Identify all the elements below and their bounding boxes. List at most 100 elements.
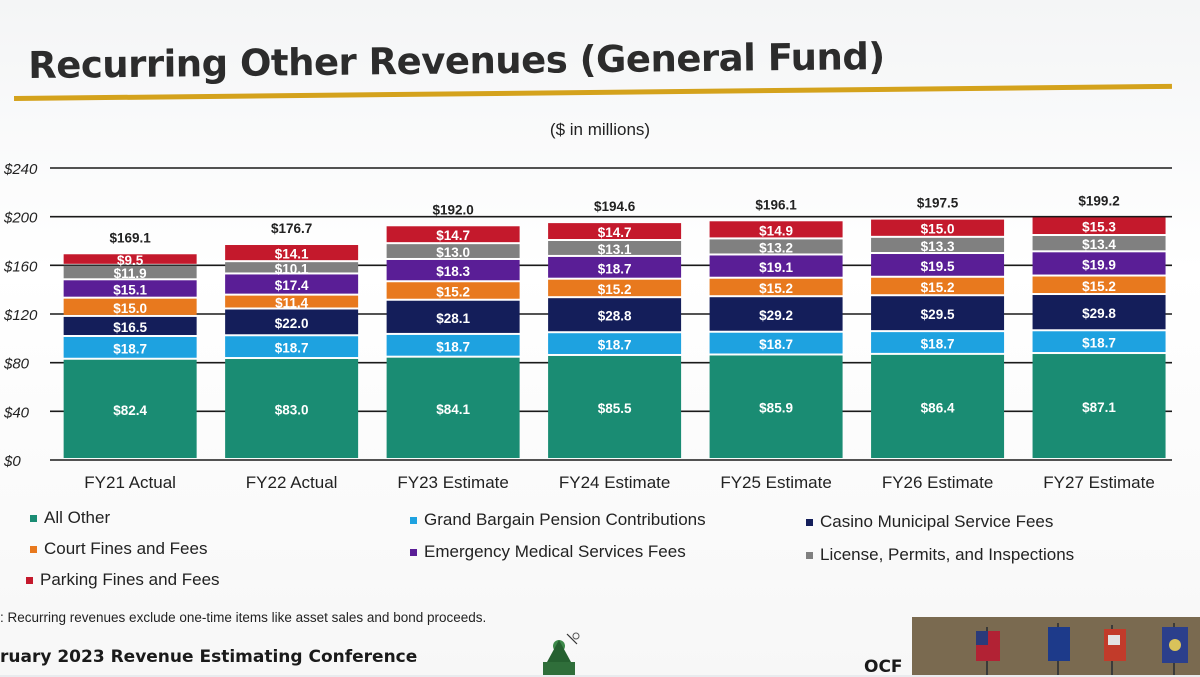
data-label: $13.3 — [921, 239, 955, 254]
data-label: $85.9 — [759, 401, 793, 416]
data-label: $18.7 — [275, 341, 309, 356]
x-tick-label: FY23 Estimate — [397, 473, 509, 492]
data-label: $19.1 — [759, 260, 793, 275]
legend-swatch — [26, 576, 33, 584]
bar-segment — [386, 300, 520, 333]
data-label: $14.7 — [436, 228, 470, 243]
data-label: $82.4 — [113, 403, 147, 418]
y-tick-label: $200 — [3, 210, 38, 227]
data-label: $15.2 — [921, 280, 955, 295]
bar-segment — [709, 278, 843, 296]
bar-segment — [63, 316, 197, 335]
x-tick-label: FY25 Estimate — [720, 473, 832, 492]
data-label: $19.5 — [921, 259, 955, 274]
bar-segment — [225, 274, 359, 294]
data-label: $15.0 — [921, 222, 955, 237]
legend-label: Casino Municipal Service Fees — [820, 512, 1054, 531]
data-label: $18.7 — [598, 261, 632, 276]
bar-segment — [225, 359, 359, 458]
x-tick-label: FY27 Estimate — [1043, 473, 1155, 492]
org-abbrev: OCF — [864, 657, 903, 677]
legend-label: Emergency Medical Services Fees — [424, 542, 686, 561]
data-label: $18.7 — [921, 337, 955, 352]
bar-segment — [548, 223, 682, 239]
data-label: $19.9 — [1082, 257, 1116, 272]
bar-segment — [1032, 354, 1166, 458]
legend-item: Grand Bargain Pension Contributions — [410, 510, 706, 530]
legend-label: All Other — [44, 508, 111, 527]
bar-total-label: $176.7 — [271, 221, 312, 236]
bar-segment — [63, 254, 197, 264]
bar-segment — [386, 226, 520, 243]
bar-segment — [871, 332, 1005, 353]
bar-segment — [225, 295, 359, 308]
bar-segment — [1032, 295, 1166, 330]
data-label: $9.5 — [117, 253, 144, 268]
legend-label: License, Permits, and Inspections — [820, 545, 1075, 564]
video-feed-thumbnail — [912, 617, 1200, 675]
y-tick-label: $80 — [3, 356, 30, 373]
data-label: $13.4 — [1082, 237, 1116, 252]
bar-segment — [709, 239, 843, 254]
data-label: $86.4 — [921, 400, 955, 415]
data-label: $29.5 — [921, 307, 955, 322]
flags-icon — [912, 617, 1200, 675]
legend-label: Court Fines and Fees — [44, 539, 208, 558]
bar-segment — [548, 355, 682, 458]
legend-item: Parking Fines and Fees — [26, 570, 220, 590]
data-label: $18.3 — [436, 264, 470, 279]
bar-segment — [386, 259, 520, 281]
data-label: $22.0 — [275, 316, 309, 331]
bar-segment — [548, 256, 682, 278]
legend-item: All Other — [30, 508, 110, 528]
data-label: $17.4 — [275, 278, 309, 293]
bar-segment — [1032, 236, 1166, 251]
data-label: $29.8 — [1082, 306, 1116, 321]
bar-segment — [63, 265, 197, 279]
x-tick-label: FY24 Estimate — [559, 473, 671, 492]
footnote: : Recurring revenues exclude one-time it… — [0, 610, 487, 625]
bar-segment — [548, 333, 682, 354]
data-label: $13.1 — [598, 242, 632, 257]
bar-segment — [548, 298, 682, 332]
y-tick-label: $40 — [3, 404, 30, 421]
bar-segment — [709, 255, 843, 277]
data-label: $18.7 — [598, 338, 632, 353]
data-label: $15.2 — [436, 284, 470, 299]
bar-segment — [871, 354, 1005, 458]
legend-swatch — [410, 548, 417, 556]
bar-total-label: $199.2 — [1078, 193, 1119, 208]
conference-name: ruary 2023 Revenue Estimating Conference — [0, 647, 418, 667]
bar-segment — [871, 237, 1005, 253]
legend-item: License, Permits, and Inspections — [806, 545, 1074, 565]
data-label: $11.4 — [275, 296, 309, 311]
bar-segment — [871, 296, 1005, 331]
legend-item: Court Fines and Fees — [30, 539, 207, 559]
data-label: $15.1 — [113, 282, 147, 297]
data-label: $85.5 — [598, 401, 632, 416]
y-tick-label: $120 — [3, 307, 38, 324]
data-label: $13.2 — [759, 240, 793, 255]
legend-label: Grand Bargain Pension Contributions — [424, 510, 706, 529]
bar-segment — [63, 336, 197, 358]
data-label: $28.1 — [436, 311, 470, 326]
y-tick-label: $0 — [3, 453, 21, 470]
bar-segment — [225, 336, 359, 358]
bar-segment — [709, 297, 843, 331]
bar-segment — [386, 334, 520, 356]
y-tick-label: $160 — [3, 258, 38, 275]
legend-swatch — [806, 551, 813, 559]
bar-total-label: $197.5 — [917, 196, 959, 211]
data-label: $83.0 — [275, 403, 309, 418]
data-label: $11.9 — [114, 266, 147, 281]
data-label: $13.0 — [436, 245, 470, 260]
data-label: $18.7 — [113, 341, 147, 356]
bar-segment — [709, 355, 843, 458]
chart-subtitle: ($ in millions) — [549, 120, 651, 139]
x-tick-label: FY21 Actual — [84, 473, 176, 492]
x-tick-label: FY22 Actual — [246, 473, 338, 492]
bar-segment — [225, 262, 359, 273]
data-label: $15.2 — [759, 281, 793, 296]
bar-segment — [386, 244, 520, 258]
